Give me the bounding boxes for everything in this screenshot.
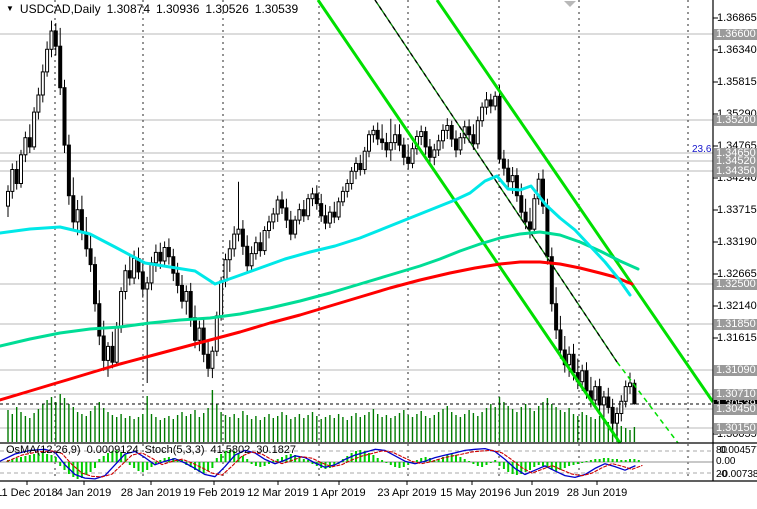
indicator-label: OsMA(12,26,9) 0.0009124 Stoch(5,3,3) 41.… (6, 444, 296, 456)
date-axis-label: 23 Apr 2019 (377, 487, 437, 499)
fibonacci-level-label: 23.6 (692, 144, 712, 155)
price-axis-tick: 1.33190 (717, 236, 757, 248)
high-value: 1.30936 (156, 2, 200, 16)
price-level-badge: 1.36600 (714, 29, 757, 40)
date-axis-label: 6 Jun 2019 (504, 487, 560, 499)
price-axis-tick: 1.36340 (717, 44, 757, 56)
price-level-badge: 1.30710 (714, 389, 757, 400)
indicator-axis-label: 80 (716, 445, 728, 456)
symbol-period-label: USDCAD,Daily (19, 2, 101, 16)
axis-layer (0, 0, 757, 485)
stoch-label: Stoch(5,3,3) (144, 444, 205, 456)
date-axis-label: 15 May 2019 (440, 487, 504, 499)
price-level-badge: 1.34350 (714, 166, 757, 177)
price-level-badge: 1.32500 (714, 279, 757, 290)
chart-title: ▼ USDCAD,Daily 1.30874 1.30936 1.30526 1… (6, 2, 298, 16)
price-axis-tick: 1.33715 (717, 204, 757, 216)
price-axis-tick: 1.32140 (717, 300, 757, 312)
date-axis-label: 12 Mar 2019 (247, 487, 309, 499)
price-level-badge: 1.34520 (714, 156, 757, 167)
price-level-badge: 1.31850 (714, 319, 757, 330)
osma-label: OsMA(12,26,9) (6, 444, 81, 456)
price-level-badge: 1.30450 (714, 404, 757, 415)
stoch-k-value: 41.5802 (210, 444, 251, 456)
date-axis-label: 28 Jan 2019 (120, 487, 182, 499)
candles-layer (6, 20, 637, 436)
price-axis-tick: 1.30055 (717, 428, 757, 440)
price-level-badge: 1.35200 (714, 115, 757, 126)
indicator-axis-label: 0.0045777 (720, 445, 757, 456)
osma-value: 0.0009124 (86, 444, 139, 456)
price-axis-tick: 1.34240 (717, 172, 757, 184)
volume-layer (7, 390, 636, 442)
date-axis-label: 28 Jun 2019 (566, 487, 628, 499)
price-axis-tick: 1.32665 (717, 268, 757, 280)
price-axis-tick: 1.36865 (717, 12, 757, 24)
date-axis-label: 1 Apr 2019 (312, 487, 366, 499)
oscillator-layer (0, 447, 713, 480)
low-value: 1.30526 (205, 2, 249, 16)
indicator-axis-label: 0.00 (716, 456, 736, 467)
price-axis-tick: 1.35290 (717, 108, 757, 120)
price-level-badge: 1.31090 (714, 365, 757, 376)
price-level-badge: 1.30150 (714, 423, 757, 434)
ma-layer (0, 174, 640, 402)
price-axis-tick: 1.31615 (717, 332, 757, 344)
price-level-badge: 1.34650 (714, 148, 757, 159)
date-axis-label: 19 Feb 2019 (183, 487, 245, 499)
close-value: 1.30539 (254, 2, 299, 16)
stoch-d-value: 30.1827 (256, 444, 297, 456)
trendline-layer (316, 0, 715, 444)
price-axis-tick: 1.34765 (717, 140, 757, 152)
indicator-axis-label: 20 (716, 469, 728, 480)
symbol-marker-icon: ▼ (6, 4, 14, 13)
open-value: 1.30874 (106, 2, 150, 16)
price-axis-tick: 1.35815 (717, 76, 757, 88)
date-axis-label: 11 Dec 2018 (0, 487, 58, 499)
indicator-axis-label: -0.0073870 (719, 469, 757, 480)
date-axis-label: 4 Jan 2019 (56, 487, 112, 499)
